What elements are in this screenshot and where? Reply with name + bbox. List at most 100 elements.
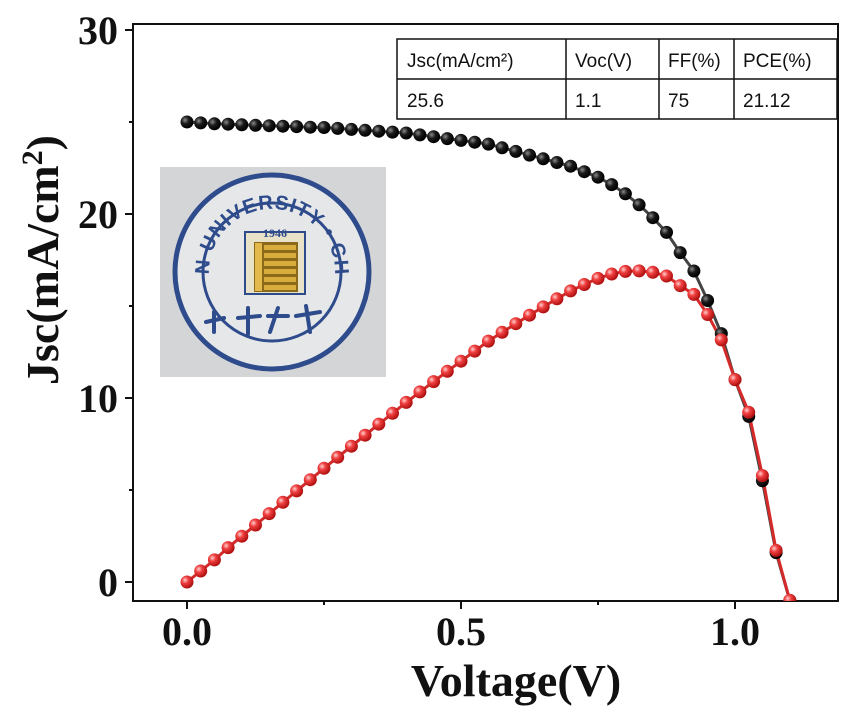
data-point-jv xyxy=(618,187,632,201)
data-point-pv xyxy=(550,292,564,306)
data-point-pv xyxy=(577,278,591,291)
y-tick-labels: 0 10 20 30 xyxy=(78,8,118,605)
data-point-jv xyxy=(550,156,564,169)
data-point-jv xyxy=(303,120,317,134)
data-point-pv xyxy=(303,473,317,487)
data-point-jv xyxy=(536,152,550,166)
data-point-pv xyxy=(714,333,728,347)
data-point-pv xyxy=(221,541,235,555)
data-point-pv xyxy=(331,450,345,464)
data-point-jv xyxy=(632,198,646,212)
data-point-pv xyxy=(276,495,290,509)
data-point-pv xyxy=(180,575,194,589)
seal-year: 1946 xyxy=(263,226,287,240)
data-point-jv xyxy=(372,124,386,138)
data-point-jv xyxy=(249,118,262,132)
y-tick-label: 20 xyxy=(78,192,118,237)
series-layer xyxy=(180,115,797,601)
data-point-pv xyxy=(481,334,495,348)
data-point-pv xyxy=(386,406,399,420)
data-point-jv xyxy=(427,130,441,144)
data-point-pv xyxy=(728,373,742,387)
data-point-jv xyxy=(331,121,345,135)
data-point-jv xyxy=(358,123,372,137)
data-point-jv xyxy=(495,141,509,155)
table-header: Jsc(mA/cm²) xyxy=(407,51,514,72)
data-point-pv xyxy=(495,325,509,339)
x-tick-label: 0.5 xyxy=(436,609,486,654)
data-point-jv xyxy=(468,135,482,149)
data-point-pv xyxy=(413,385,427,399)
x-axis-title: Voltage(V) xyxy=(411,655,621,706)
data-point-jv xyxy=(386,125,399,139)
plot-frame xyxy=(132,23,839,602)
data-point-pv xyxy=(317,461,331,475)
table-cell: 25.6 xyxy=(407,91,444,112)
data-point-pv xyxy=(701,308,715,321)
data-point-pv xyxy=(564,284,578,298)
electrode-strip xyxy=(264,277,296,282)
data-point-pv xyxy=(440,364,454,378)
data-point-jv xyxy=(564,159,578,173)
data-point-pv xyxy=(249,518,262,532)
data-point-pv xyxy=(783,593,797,601)
data-point-pv xyxy=(194,564,208,578)
data-point-jv xyxy=(290,120,304,134)
y-tick-label: 0 xyxy=(98,560,118,605)
x-tick-labels: 0.0 0.5 1.0 xyxy=(162,609,760,654)
data-point-pv xyxy=(605,267,619,281)
y-tick-label: 10 xyxy=(78,376,118,421)
data-point-pv xyxy=(618,264,632,278)
data-point-pv xyxy=(646,265,660,279)
x-tick-label: 1.0 xyxy=(710,609,760,654)
data-point-jv xyxy=(591,170,605,184)
y-axis-title: Jsc(mA/cm2) xyxy=(16,135,69,385)
table-cell: 75 xyxy=(668,91,689,112)
data-point-pv xyxy=(235,529,249,543)
data-point-jv xyxy=(276,119,290,133)
data-point-jv xyxy=(399,126,413,140)
summary-table: Jsc(mA/cm²) Voc(V) FF(%) PCE(%) 25.6 1.1… xyxy=(396,38,838,120)
data-point-jv xyxy=(646,211,660,225)
data-point-pv xyxy=(372,417,386,431)
data-point-jv xyxy=(660,225,673,239)
table-header: PCE(%) xyxy=(743,51,812,72)
data-point-jv xyxy=(207,117,221,131)
data-point-jv xyxy=(605,178,619,192)
data-point-pv xyxy=(536,300,550,314)
table-header: FF(%) xyxy=(668,51,721,72)
data-point-pv xyxy=(591,271,605,285)
data-point-jv xyxy=(481,137,495,151)
electrode-strip xyxy=(264,285,296,290)
seal-calligraphy xyxy=(204,304,322,336)
data-point-jv xyxy=(262,119,276,133)
data-point-jv xyxy=(440,132,454,146)
x-tick-label: 0.0 xyxy=(162,609,212,654)
data-point-jv xyxy=(577,165,591,179)
electrode-strip xyxy=(264,245,296,250)
data-point-pv xyxy=(344,439,358,453)
data-point-pv xyxy=(427,375,441,389)
data-point-pv xyxy=(687,287,701,301)
data-point-jv xyxy=(687,264,701,278)
data-point-pv xyxy=(509,317,523,331)
data-point-jv xyxy=(344,122,358,136)
data-point-pv xyxy=(454,354,468,368)
data-point-pv xyxy=(660,269,673,283)
data-point-pv xyxy=(755,469,769,483)
data-point-pv xyxy=(673,279,687,293)
electrode-strip xyxy=(264,269,296,274)
seal-inner-ring xyxy=(201,201,343,343)
table-cell: 21.12 xyxy=(743,91,791,112)
data-point-pv xyxy=(262,507,276,521)
data-point-jv xyxy=(701,294,715,307)
data-point-jv xyxy=(509,144,523,158)
y-tick-label: 30 xyxy=(78,8,118,53)
data-point-jv xyxy=(413,128,427,142)
axis-ticks xyxy=(125,29,736,609)
data-point-jv xyxy=(235,118,249,132)
data-point-pv xyxy=(769,543,783,557)
data-point-pv xyxy=(358,428,372,442)
data-point-jv xyxy=(673,246,687,260)
